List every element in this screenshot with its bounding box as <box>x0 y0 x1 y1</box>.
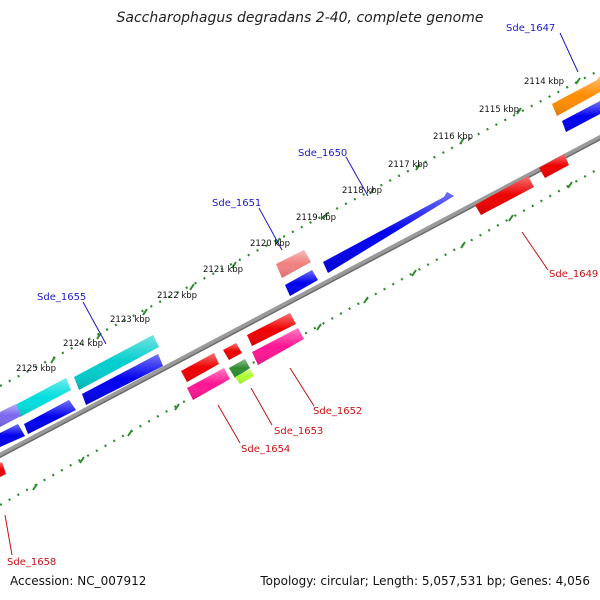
scale-label-2122: 2122 kbp <box>157 291 197 301</box>
scale-label-2115: 2115 kbp <box>479 105 519 115</box>
label-leaders <box>4 32 579 556</box>
top-major-ticks <box>50 77 581 364</box>
scale-label-2117: 2117 kbp <box>388 160 428 170</box>
scale-label-2118: 2118 kbp <box>342 186 382 196</box>
gene-labels: Sde_1647 Sde_1650 Sde_1651 Sde_1655 Sde_… <box>7 23 598 568</box>
scale-label-2124: 2124 kbp <box>63 339 103 349</box>
scale-label-2121: 2121 kbp <box>203 265 243 275</box>
genome-summary: Topology: circular; Length: 5,057,531 bp… <box>260 574 590 588</box>
label-sde-1658[interactable]: Sde_1658 <box>7 557 56 568</box>
scale-label-2114: 2114 kbp <box>524 77 564 87</box>
label-sde-1655[interactable]: Sde_1655 <box>37 292 86 303</box>
bottom-major-ticks <box>32 181 573 491</box>
forward-genes <box>0 76 600 447</box>
label-sde-1649[interactable]: Sde_1649 <box>549 269 598 280</box>
scale-label-2116: 2116 kbp <box>433 132 473 142</box>
scale-label-2123: 2123 kbp <box>110 315 150 325</box>
scale-label-2125: 2125 kbp <box>16 364 56 374</box>
genome-backbone <box>0 134 600 459</box>
scale-label-2120: 2120 kbp <box>250 239 290 249</box>
label-sde-1647[interactable]: Sde_1647 <box>506 23 555 34</box>
accession-text: Accession: NC_007912 <box>10 574 147 588</box>
label-sde-1651[interactable]: Sde_1651 <box>212 198 261 209</box>
label-sde-1654[interactable]: Sde_1654 <box>241 444 290 455</box>
label-sde-1650[interactable]: Sde_1650 <box>298 148 347 159</box>
label-sde-1652[interactable]: Sde_1652 <box>313 406 362 417</box>
scale-labels: 2114 kbp 2115 kbp 2116 kbp 2117 kbp 2118… <box>16 77 564 374</box>
scale-label-2119: 2119 kbp <box>296 213 336 223</box>
map-title: Saccharophagus degradans 2-40, complete … <box>116 10 484 26</box>
reverse-genes <box>0 154 569 477</box>
label-sde-1653[interactable]: Sde_1653 <box>274 426 323 437</box>
